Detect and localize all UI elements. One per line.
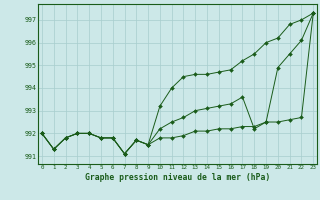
X-axis label: Graphe pression niveau de la mer (hPa): Graphe pression niveau de la mer (hPa) [85,173,270,182]
